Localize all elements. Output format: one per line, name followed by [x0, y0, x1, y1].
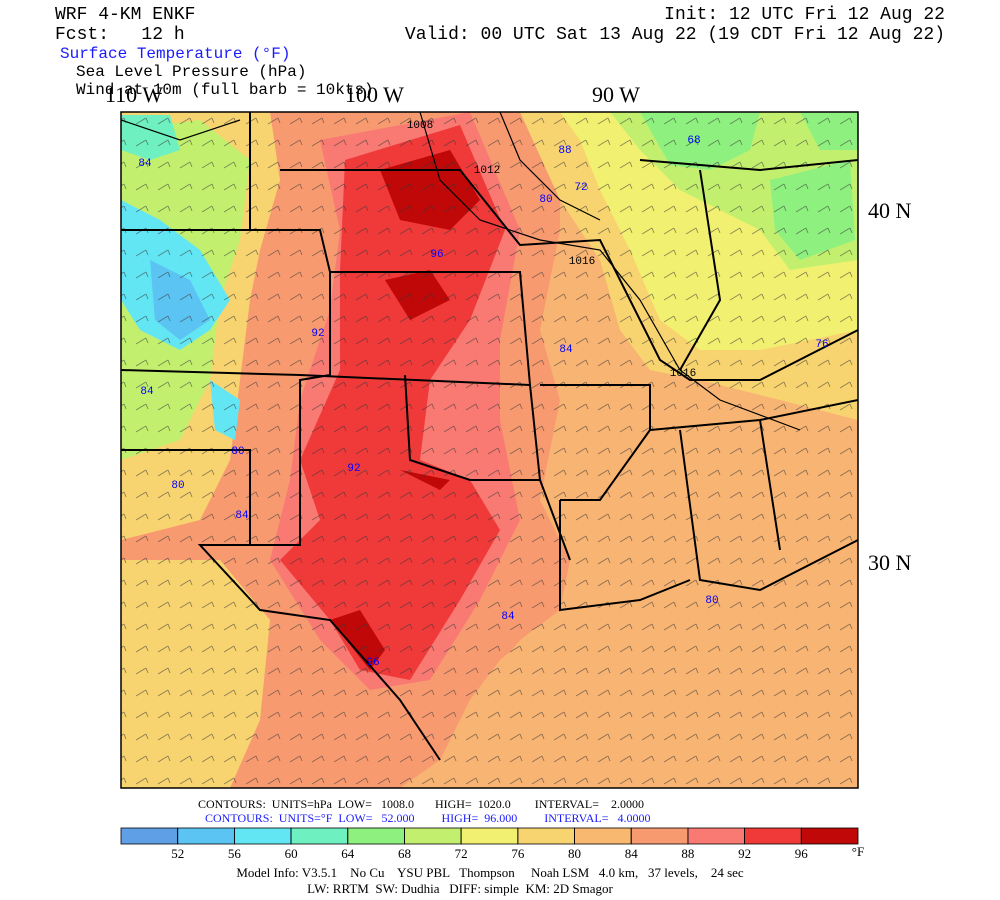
pressure-label: 1008	[407, 120, 433, 132]
contour-info: CONTOURS: UNITS=hPa LOW= 1008.0 HIGH= 10…	[198, 797, 644, 811]
latitude-label: 40 N	[868, 198, 912, 223]
temperature-label: 80	[171, 480, 184, 492]
temperature-label: 80	[705, 595, 718, 607]
colorbar-box	[177, 827, 235, 845]
temperature-label: 68	[687, 135, 700, 147]
colorbar-tick-label: 56	[228, 846, 242, 861]
field-name: Surface Temperature (°F)	[60, 45, 290, 63]
field-name: Wind at 10m (full barb = 10kts)	[76, 81, 374, 99]
colorbar-tick-label: 52	[171, 846, 184, 861]
temperature-label: 92	[311, 328, 324, 340]
colorbar-tick-label: 76	[511, 846, 525, 861]
temperature-label: 96	[366, 657, 379, 669]
pressure-label: 1012	[474, 165, 500, 177]
colorbar-box	[120, 827, 179, 845]
colorbar-box	[233, 827, 292, 845]
temperature-label: 88	[558, 145, 571, 157]
colorbar-tick-label: 88	[681, 846, 694, 861]
colorbar-box	[800, 827, 859, 845]
colorbar-box	[687, 827, 746, 845]
colorbar-tick-label: 60	[285, 846, 298, 861]
colorbar-tick-label: 64	[341, 846, 355, 861]
colorbar-unit: °F	[852, 844, 864, 859]
longitude-label: 110 W	[105, 82, 163, 107]
temperature-label: 76	[815, 339, 828, 351]
pressure-label: 1016	[569, 256, 595, 268]
colorbar-tick-label: 84	[625, 846, 639, 861]
model-title: WRF 4-KM ENKF	[55, 5, 195, 25]
colorbar-box	[460, 827, 519, 845]
temperature-label: 84	[140, 386, 154, 398]
latitude-label: 30 N	[868, 550, 912, 575]
temperature-label: 84	[138, 158, 152, 170]
longitude-label: 100 W	[345, 82, 404, 107]
colorbar-box	[404, 827, 462, 845]
map	[121, 112, 858, 788]
model-info: Model Info: V3.5.1 No Cu YSU PBL Thompso…	[236, 865, 744, 880]
colorbar-box	[630, 827, 689, 845]
valid-time: Valid: 00 UTC Sat 13 Aug 22 (19 CDT Fri …	[405, 25, 945, 45]
colorbar-box	[744, 827, 802, 845]
temperature-label: 80	[231, 446, 244, 458]
temperature-label: 80	[539, 194, 552, 206]
colorbar-tick-label: 80	[568, 846, 581, 861]
pressure-label: 1016	[670, 368, 696, 380]
temperature-label: 84	[501, 611, 515, 623]
temperature-label: 84	[235, 510, 249, 522]
colorbar-tick-label: 92	[738, 846, 751, 861]
longitude-label: 90 W	[592, 82, 640, 107]
contour-labels: 1008 1012 88 68 72 80 96 1016 84 92 84 8…	[138, 120, 828, 669]
temperature-label: 84	[559, 344, 573, 356]
model-info: LW: RRTM SW: Dudhia DIFF: simple KM: 2D …	[307, 881, 613, 896]
colorbar: 52 56 60 64 68 72 76 80 84 88 92 96 °F	[120, 827, 864, 861]
colorbar-box	[290, 827, 349, 845]
colorbar-tick-label: 72	[455, 846, 468, 861]
colorbar-box	[517, 827, 575, 845]
temperature-label: 72	[574, 182, 587, 194]
contour-info: CONTOURS: UNITS=°F LOW= 52.000 HIGH= 96.…	[205, 811, 650, 825]
colorbar-box	[574, 827, 632, 845]
temperature-label: 96	[430, 249, 443, 261]
colorbar-tick-label: 68	[398, 846, 411, 861]
temperature-label: 92	[347, 463, 360, 475]
field-name: Sea Level Pressure (hPa)	[76, 63, 306, 81]
init-time: Init: 12 UTC Fri 12 Aug 22	[664, 5, 945, 25]
map-frame	[120, 111, 859, 789]
colorbar-tick-label: 96	[795, 846, 809, 861]
forecast-hour: Fcst: 12 h	[55, 25, 185, 45]
colorbar-box	[347, 827, 405, 845]
